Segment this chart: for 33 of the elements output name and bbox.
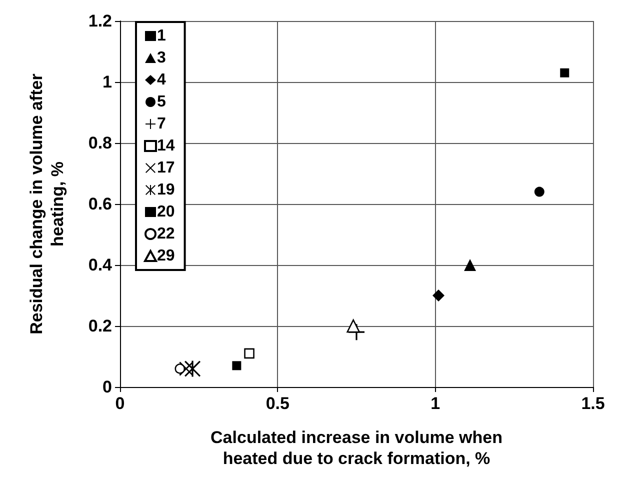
point: [174, 364, 186, 374]
point: [560, 68, 570, 78]
legend-label: 20: [157, 204, 175, 220]
legend-label: 4: [157, 72, 166, 88]
x-tick-label: 0: [115, 394, 125, 413]
point: [534, 186, 544, 197]
legend-label: 5: [157, 94, 166, 110]
point: [346, 319, 360, 333]
y-tick-label: 0.4: [88, 256, 113, 274]
y-tick-label: 1: [102, 72, 112, 92]
point: [464, 259, 476, 271]
y-tick-label: 0.2: [88, 316, 112, 336]
legend-label: 3: [157, 50, 166, 66]
y-tick-label: 0.6: [88, 194, 112, 214]
point: [432, 290, 444, 302]
y-axis-title: Residual change in volume after heating, %: [27, 73, 67, 334]
x-axis-title: Calculated increase in volume when heated due to crack formation, %: [210, 428, 502, 468]
legend-label: 14: [157, 138, 175, 154]
point: [244, 348, 254, 359]
point: [232, 361, 242, 370]
y-tick-label: 0.8: [88, 134, 112, 152]
legend-label: 19: [157, 182, 175, 198]
x-tick-label: 1.5: [581, 394, 605, 413]
legend-label: 1: [157, 28, 166, 44]
point: [184, 360, 201, 377]
legend-label: 29: [157, 248, 175, 264]
x-tick-label: 0.5: [266, 394, 290, 413]
y-tick-label: 1.2: [88, 12, 112, 30]
legend-label: 7: [157, 116, 166, 132]
legend-label: 17: [157, 160, 175, 176]
x-tick-label: 1: [430, 394, 440, 413]
legend-label: 22: [157, 226, 175, 242]
y-tick-label: 0: [102, 378, 112, 396]
